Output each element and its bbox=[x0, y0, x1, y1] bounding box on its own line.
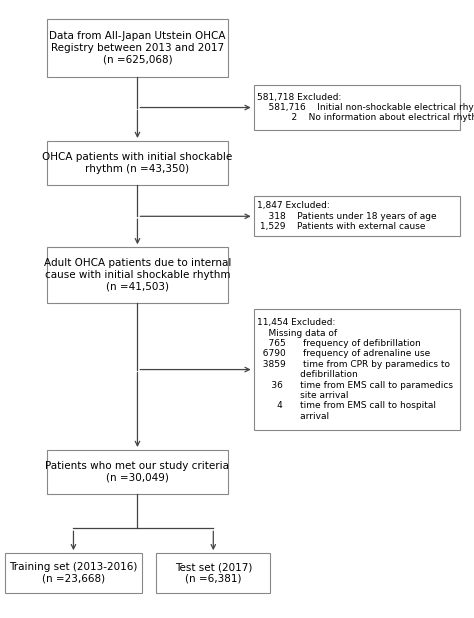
FancyBboxPatch shape bbox=[5, 553, 142, 593]
Text: Patients who met our study criteria
(n =30,049): Patients who met our study criteria (n =… bbox=[46, 462, 229, 483]
Text: 11,454 Excluded:
    Missing data of
    765      frequency of defibrillation
  : 11,454 Excluded: Missing data of 765 fre… bbox=[257, 318, 454, 421]
FancyBboxPatch shape bbox=[254, 309, 460, 430]
Text: 581,718 Excluded:
    581,716    Initial non-shockable electrical rhythm
       : 581,718 Excluded: 581,716 Initial non-sh… bbox=[257, 93, 474, 122]
Text: OHCA patients with initial shockable
rhythm (n =43,350): OHCA patients with initial shockable rhy… bbox=[42, 153, 233, 174]
Text: Test set (2017)
(n =6,381): Test set (2017) (n =6,381) bbox=[174, 562, 252, 584]
Text: Adult OHCA patients due to internal
cause with initial shockable rhythm
(n =41,5: Adult OHCA patients due to internal caus… bbox=[44, 258, 231, 292]
Text: Data from All-Japan Utstein OHCA
Registry between 2013 and 2017
(n =625,068): Data from All-Japan Utstein OHCA Registr… bbox=[49, 32, 226, 64]
Text: 1,847 Excluded:
    318    Patients under 18 years of age
 1,529    Patients wit: 1,847 Excluded: 318 Patients under 18 ye… bbox=[257, 201, 437, 231]
FancyBboxPatch shape bbox=[47, 141, 228, 185]
FancyBboxPatch shape bbox=[47, 247, 228, 303]
FancyBboxPatch shape bbox=[47, 450, 228, 494]
FancyBboxPatch shape bbox=[254, 85, 460, 130]
Text: Training set (2013-2016)
(n =23,668): Training set (2013-2016) (n =23,668) bbox=[9, 562, 137, 584]
FancyBboxPatch shape bbox=[254, 196, 460, 236]
FancyBboxPatch shape bbox=[47, 19, 228, 77]
FancyBboxPatch shape bbox=[156, 553, 270, 593]
